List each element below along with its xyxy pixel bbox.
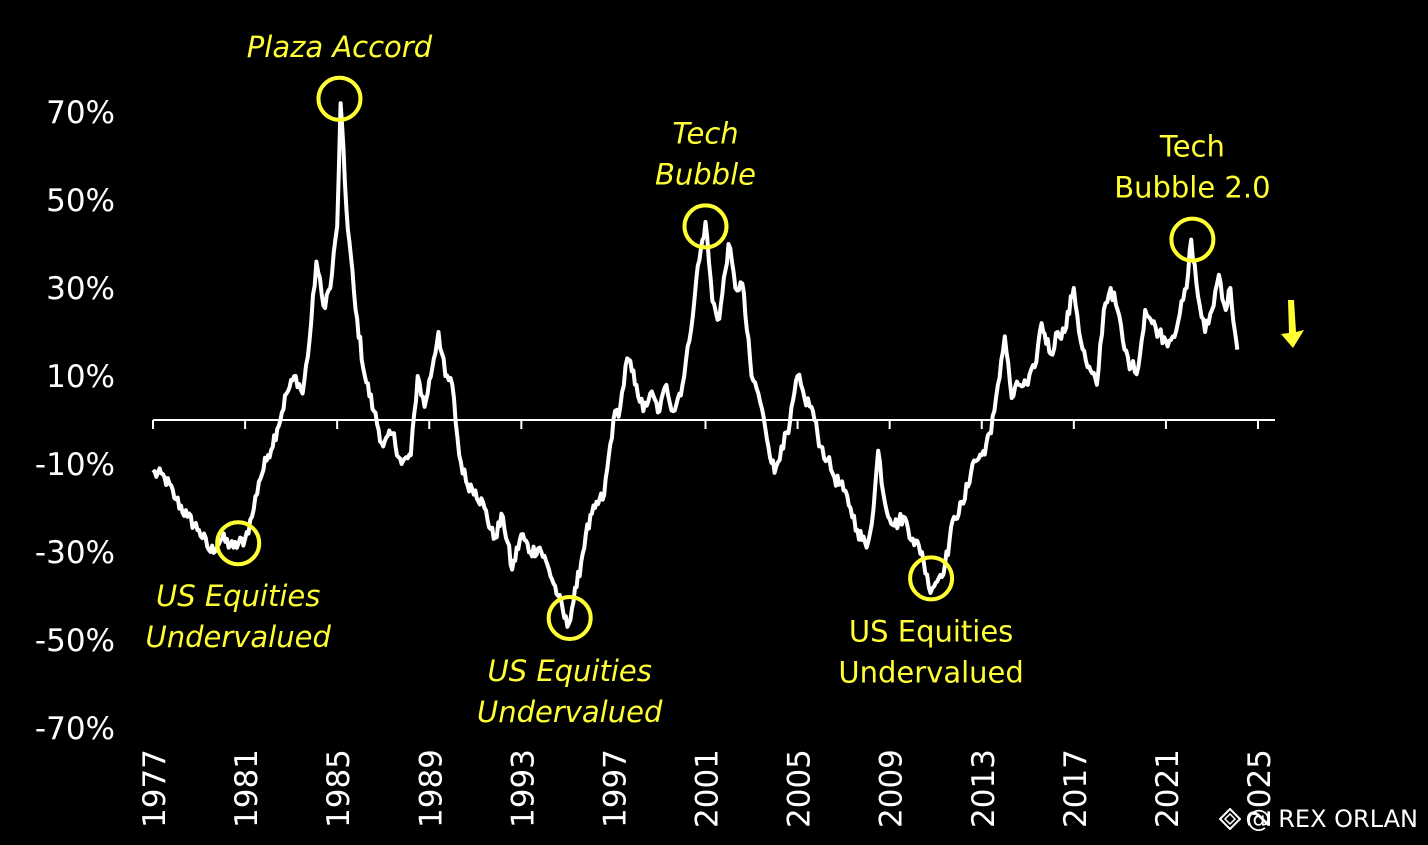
annotation-label: Bubble 2.0	[1114, 171, 1270, 205]
x-tick-label: 1997	[597, 749, 633, 828]
x-axis-tick-marks	[152, 420, 1259, 429]
x-tick-label: 2009	[874, 749, 910, 828]
x-tick-label: 1993	[505, 749, 541, 828]
annotation-label: Plaza Accord	[247, 30, 433, 64]
y-tick-label: -30%	[35, 535, 115, 571]
watermark-text: @ REX ORLAN	[1246, 805, 1418, 833]
y-tick-label: -50%	[35, 623, 115, 659]
annotation-label: US Equities	[849, 614, 1013, 648]
series-line	[151, 101, 1240, 629]
annotation-circle	[215, 520, 262, 567]
watermark: @ REX ORLAN	[1218, 805, 1418, 833]
x-tick-label: 2021	[1150, 749, 1186, 828]
x-tick-label: 2013	[966, 749, 1002, 828]
annotations: Plaza Accord Tech Bubble Tech Bubble 2.0 US E…	[145, 30, 1270, 729]
y-tick-label: 30%	[46, 271, 115, 307]
annotation-label: Undervalued	[477, 695, 663, 729]
y-tick-label: -10%	[35, 447, 115, 483]
annotation-label: Bubble	[655, 157, 756, 191]
x-tick-label: 2001	[690, 749, 726, 828]
annotation-circle	[316, 75, 363, 122]
x-tick-label: 1977	[137, 749, 173, 828]
annotation-circle	[1169, 216, 1216, 263]
annotation-circle	[908, 555, 955, 602]
y-tick-label: 70%	[46, 95, 115, 131]
annotation-label: Undervalued	[145, 620, 331, 654]
y-tick-label: -70%	[35, 711, 115, 747]
x-axis-tick-labels: 1977 1981 1985 1989 1993 1997 2001 2005 2009 2013…	[137, 749, 1278, 828]
x-tick-label: 1981	[229, 749, 265, 828]
annotation-circle	[546, 595, 593, 641]
trend-arrow-down-icon	[1281, 300, 1304, 348]
annotation-label: US Equities	[487, 654, 651, 688]
x-tick-label: 2025	[1242, 749, 1278, 828]
x-tick-label: 2005	[782, 749, 818, 828]
y-axis-tick-labels: 70% 50% 30% 10% -10% -30% -50% -70%	[35, 95, 115, 747]
annotation-label: US Equities	[156, 579, 320, 613]
y-tick-label: 50%	[46, 183, 115, 219]
diamond-logo-icon	[1218, 808, 1241, 830]
y-tick-label: 10%	[46, 359, 115, 395]
x-tick-label: 2017	[1058, 749, 1094, 828]
annotation-label: Undervalued	[838, 655, 1023, 689]
x-tick-label: 1985	[321, 749, 357, 828]
x-tick-label: 1989	[413, 749, 449, 828]
annotation-label: Tech	[1159, 130, 1225, 164]
annotation-circle	[682, 203, 729, 250]
annotation-label: Tech	[672, 116, 738, 150]
